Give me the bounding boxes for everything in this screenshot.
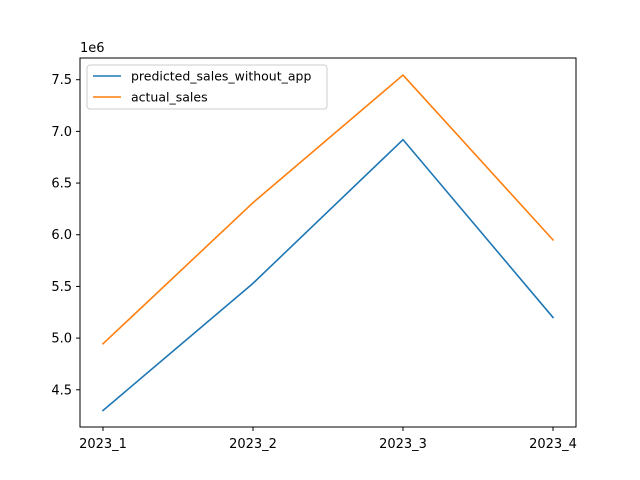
x-tick-label: 2023_3: [379, 437, 427, 452]
y-tick-label: 4.5: [51, 383, 72, 398]
legend-box: [86, 64, 328, 110]
x-tick-label: 2023_2: [229, 437, 277, 452]
x-axis: 2023_1 2023_2 2023_3 2023_4: [79, 427, 577, 452]
plot-area: [80, 58, 576, 427]
y-axis: 4.5 5.0 5.5 6.0 6.5 7.0 7.5: [51, 73, 80, 398]
legend: predicted_sales_without_app actual_sales: [86, 64, 328, 110]
legend-label-1: actual_sales: [131, 90, 208, 105]
y-tick-label: 7.5: [51, 73, 72, 88]
series-layer: [101, 74, 555, 412]
y-tick-label: 6.0: [51, 228, 72, 243]
plot-frame: [79, 57, 577, 428]
legend-label-0: predicted_sales_without_app: [131, 69, 311, 84]
y-tick-label: 6.5: [51, 177, 72, 192]
x-tick-label: 2023_1: [79, 437, 127, 452]
series-line-0: [101, 138, 555, 412]
series-line-1: [101, 74, 555, 345]
y-tick-label: 5.0: [51, 332, 72, 347]
y-offset-label: 1e6: [80, 41, 105, 56]
x-tick-label: 2023_4: [529, 437, 577, 452]
y-tick-label: 7.0: [51, 125, 72, 140]
y-tick-label: 5.5: [51, 280, 72, 295]
